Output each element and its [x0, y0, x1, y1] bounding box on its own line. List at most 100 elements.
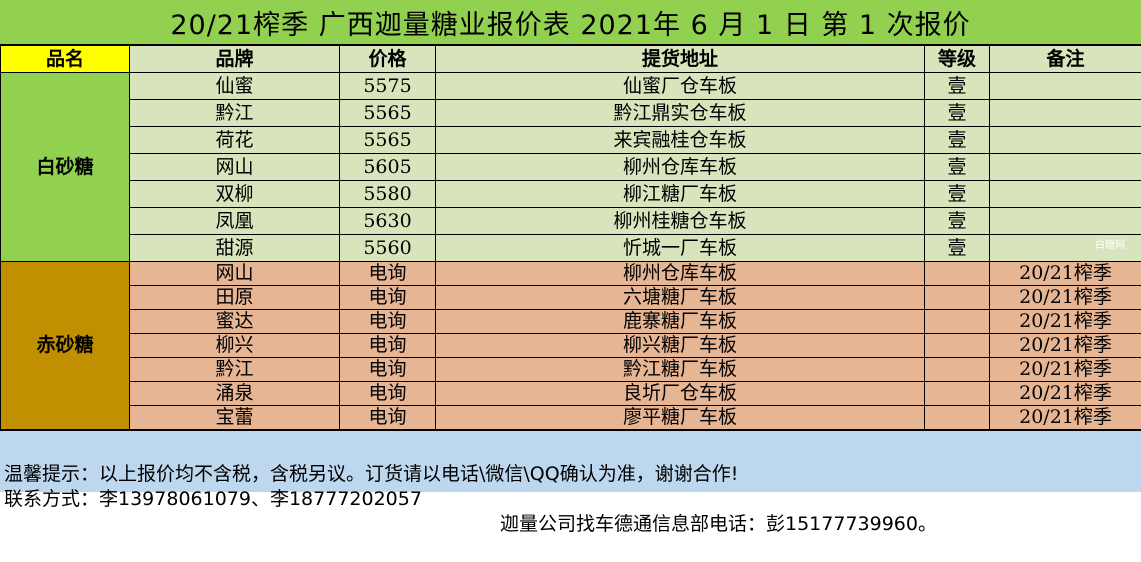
note-cell: 20/21榨季	[990, 262, 1141, 286]
location-cell: 柳州仓库车板	[436, 262, 925, 286]
footer-notes: 温馨提示：以上报价均不含税，含税另议。订货请以电话\微信\QQ确认为准，谢谢合作…	[0, 430, 1141, 492]
price-cell: 5580	[340, 181, 436, 208]
note-cell: 20/21榨季	[990, 286, 1141, 310]
footer-tip-line: 温馨提示：以上报价均不含税，含税另议。订货请以电话\微信\QQ确认为准，谢谢合作…	[0, 437, 1141, 462]
table-row: 涌泉电询良圻厂仓车板 20/21榨季	[1, 382, 1141, 406]
location-cell: 黔江鼎实仓车板	[436, 100, 925, 127]
brand-cell: 网山	[130, 262, 340, 286]
price-cell: 5565	[340, 127, 436, 154]
grade-cell	[925, 310, 990, 334]
note-cell	[990, 208, 1141, 235]
table-row: 柳兴电询柳兴糖厂车板 20/21榨季	[1, 334, 1141, 358]
price-cell: 电询	[340, 406, 436, 430]
header-category: 品名	[1, 46, 130, 73]
note-cell	[990, 73, 1141, 100]
price-cell: 电询	[340, 334, 436, 358]
price-cell: 电询	[340, 286, 436, 310]
note-cell	[990, 127, 1141, 154]
brand-cell: 田原	[130, 286, 340, 310]
note-cell	[990, 181, 1141, 208]
note-cell: 20/21榨季	[990, 382, 1141, 406]
brand-cell: 荷花	[130, 127, 340, 154]
price-cell: 电询	[340, 382, 436, 406]
page-title: 20/21榨季 广西迦量糖业报价表 2021年 6 月 1 日 第 1 次报价	[0, 0, 1141, 45]
category-cell: 白砂糖	[1, 73, 130, 262]
grade-cell: 壹	[925, 73, 990, 100]
note-cell: 20/21榨季	[990, 358, 1141, 382]
brand-cell: 甜源	[130, 235, 340, 262]
brand-cell: 涌泉	[130, 382, 340, 406]
location-cell: 六塘糖厂车板	[436, 286, 925, 310]
note-cell: 20/21榨季	[990, 310, 1141, 334]
price-cell: 5605	[340, 154, 436, 181]
grade-cell	[925, 406, 990, 430]
location-cell: 来宾融桂仓车板	[436, 127, 925, 154]
brand-cell: 宝蕾	[130, 406, 340, 430]
header-price: 价格	[340, 46, 436, 73]
header-note: 备注	[990, 46, 1141, 73]
category-cell: 赤砂糖	[1, 262, 130, 430]
brand-cell: 网山	[130, 154, 340, 181]
price-cell: 5630	[340, 208, 436, 235]
grade-cell	[925, 286, 990, 310]
header-brand: 品牌	[130, 46, 340, 73]
grade-cell	[925, 334, 990, 358]
grade-cell: 壹	[925, 100, 990, 127]
location-cell: 柳州仓库车板	[436, 154, 925, 181]
location-cell: 柳兴糖厂车板	[436, 334, 925, 358]
note-cell	[990, 100, 1141, 127]
note-cell: 20/21榨季	[990, 334, 1141, 358]
location-cell: 黔江糖厂车板	[436, 358, 925, 382]
brand-cell: 蜜达	[130, 310, 340, 334]
table-row: 蜜达电询鹿寨糖厂车板 20/21榨季	[1, 310, 1141, 334]
footer-contact-secondary: 迦量公司找车德通信息部电话：彭15177739960。	[500, 512, 937, 537]
brand-cell: 凤凰	[130, 208, 340, 235]
location-cell: 柳江糖厂车板	[436, 181, 925, 208]
header-grade: 等级	[925, 46, 990, 73]
location-cell: 忻城一厂车板	[436, 235, 925, 262]
price-cell: 5560	[340, 235, 436, 262]
grade-cell	[925, 358, 990, 382]
watermark: 白糖网	[1095, 241, 1125, 251]
footer-contact-line: 联系方式：李13978061079、李18777202057 迦量公司找车德通信…	[0, 462, 1141, 487]
grade-cell: 壹	[925, 127, 990, 154]
price-cell: 电询	[340, 310, 436, 334]
grade-cell: 壹	[925, 208, 990, 235]
brand-cell: 双柳	[130, 181, 340, 208]
table-row: 宝蕾电询廖平糖厂车板 20/21榨季	[1, 406, 1141, 430]
brand-cell: 柳兴	[130, 334, 340, 358]
location-cell: 良圻厂仓车板	[436, 382, 925, 406]
grade-cell: 壹	[925, 181, 990, 208]
grade-cell: 壹	[925, 235, 990, 262]
note-cell	[990, 154, 1141, 181]
price-cell: 电询	[340, 262, 436, 286]
note-cell: 白糖网	[990, 235, 1141, 262]
header-location: 提货地址	[436, 46, 925, 73]
brand-cell: 黔江	[130, 100, 340, 127]
grade-cell	[925, 262, 990, 286]
price-cell: 5575	[340, 73, 436, 100]
location-cell: 廖平糖厂车板	[436, 406, 925, 430]
table-header-row: 品名 品牌 价格 提货地址 等级 备注	[1, 46, 1141, 73]
location-cell: 柳州桂糖仓车板	[436, 208, 925, 235]
brand-cell: 黔江	[130, 358, 340, 382]
price-cell: 5565	[340, 100, 436, 127]
location-cell: 鹿寨糖厂车板	[436, 310, 925, 334]
location-cell: 仙蜜厂仓车板	[436, 73, 925, 100]
grade-cell: 壹	[925, 154, 990, 181]
note-cell: 20/21榨季	[990, 406, 1141, 430]
grade-cell	[925, 382, 990, 406]
price-cell: 电询	[340, 358, 436, 382]
table-row: 黔江电询黔江糖厂车板 20/21榨季	[1, 358, 1141, 382]
brand-cell: 仙蜜	[130, 73, 340, 100]
